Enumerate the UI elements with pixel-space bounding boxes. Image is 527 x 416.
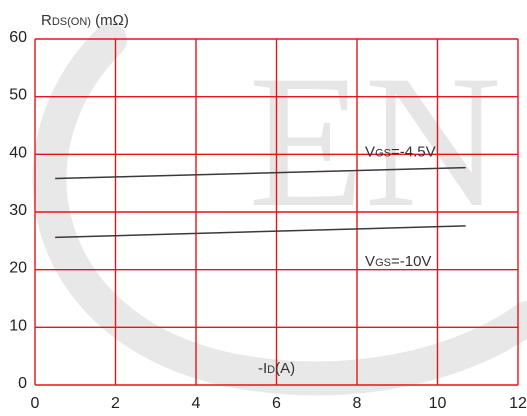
watermark-text: EN [248,37,501,247]
y-tick-label-30: 30 [9,202,27,219]
y-tick-label-60: 60 [9,29,27,46]
x-tick-label-12: 12 [509,395,527,412]
y-tick-label-0: 0 [18,375,27,392]
series-annotation-2: VGS=-10V [365,253,431,270]
x-tick-label-2: 2 [111,395,120,412]
y-axis-label: RDS(ON) (mΩ) [41,12,129,29]
x-axis-label: -ID(A) [258,360,295,377]
y-tick-label-10: 10 [9,317,27,334]
grid [34,38,519,386]
watermark-swoosh [32,23,527,396]
series-group [55,166,466,239]
x-tick-label-8: 8 [353,395,362,412]
x-tick-label-0: 0 [31,395,40,412]
y-tick-label-50: 50 [9,87,27,104]
tick-labels: 0 2 4 6 8 10 12 0 10 20 30 40 50 60 [9,29,527,412]
series-line-2 [55,225,466,239]
x-tick-label-10: 10 [429,395,447,412]
y-tick-label-40: 40 [9,144,27,161]
y-tick-label-20: 20 [9,260,27,277]
series-annotation-1: VGS=-4.5V [365,143,436,160]
axis-labels: RDS(ON) (mΩ) -ID(A) VGS=-4.5V VGS=-10V [41,12,436,377]
series-line-1 [55,166,466,180]
x-tick-label-4: 4 [192,395,201,412]
x-tick-label-6: 6 [272,395,281,412]
